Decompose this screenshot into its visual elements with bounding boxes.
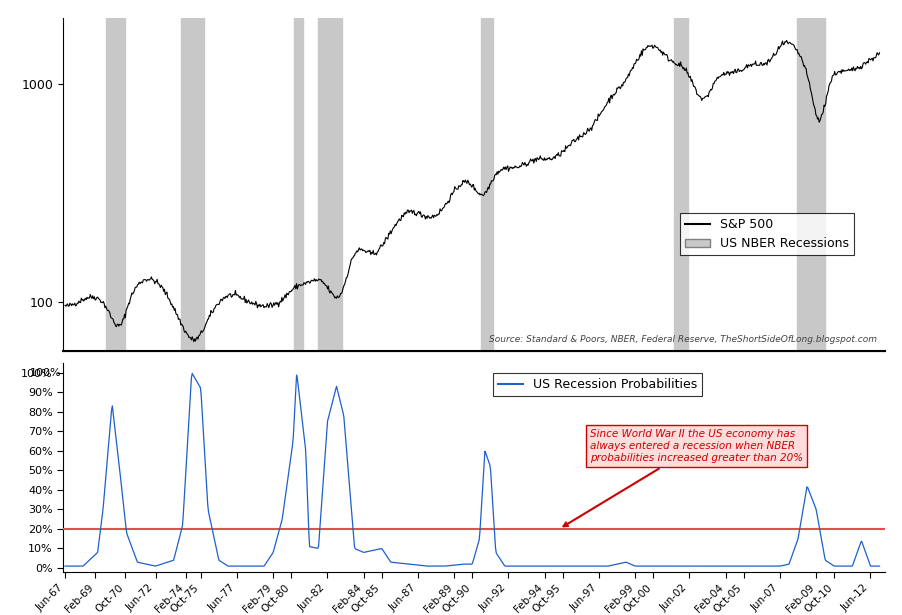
Bar (294, 18, 303, 351)
Bar (181, 18, 204, 351)
Bar (674, 18, 687, 351)
Bar (481, 18, 492, 351)
Bar (106, 18, 125, 351)
Bar (318, 18, 342, 351)
Text: Since World War II the US economy has
always entered a recession when NBER
proba: Since World War II the US economy has al… (563, 429, 802, 526)
Text: Source: Standard & Poors, NBER, Federal Reserve, TheShortSideOfLong.blogspot.com: Source: Standard & Poors, NBER, Federal … (488, 335, 876, 344)
Bar (796, 18, 824, 351)
Legend: S&P 500, US NBER Recessions: S&P 500, US NBER Recessions (679, 213, 853, 255)
Text: 100%: 100% (30, 368, 61, 378)
Legend: US Recession Probabilities: US Recession Probabilities (492, 373, 701, 396)
